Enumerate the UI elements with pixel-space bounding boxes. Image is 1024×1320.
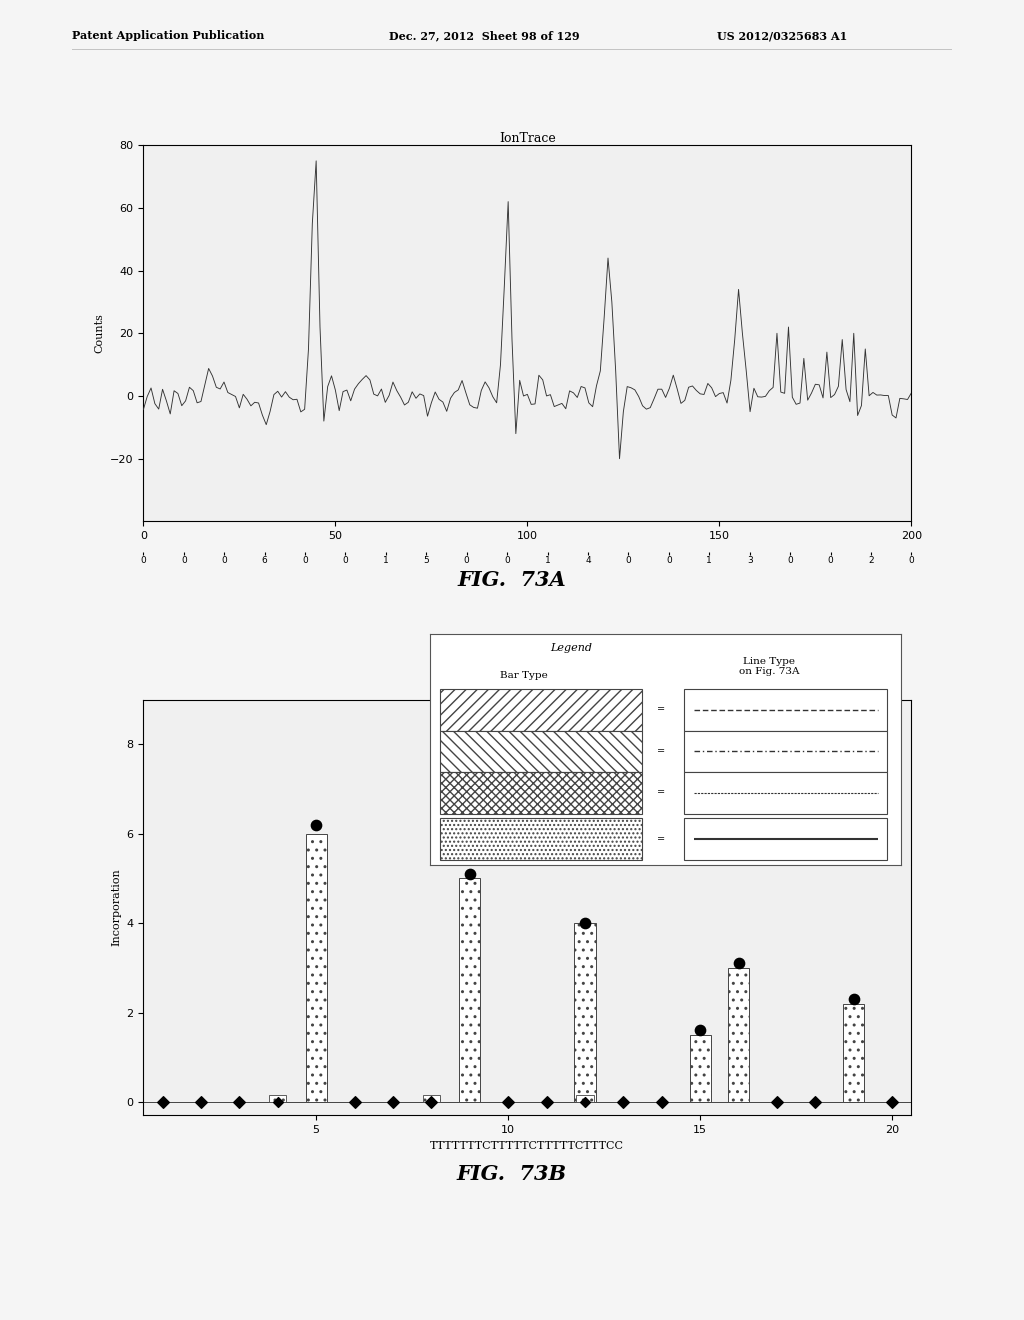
- Point: [577, 912, 593, 933]
- Point: [462, 863, 478, 884]
- Point: [269, 1092, 286, 1113]
- Y-axis label: Counts: Counts: [94, 313, 104, 354]
- FancyBboxPatch shape: [439, 731, 642, 772]
- Title: Ionogram: Ionogram: [497, 686, 558, 700]
- Point: [155, 1092, 171, 1113]
- Bar: [459, 878, 480, 1102]
- Point: [308, 814, 325, 836]
- Point: [193, 1092, 209, 1113]
- FancyBboxPatch shape: [684, 818, 887, 861]
- Text: FIG.  73B: FIG. 73B: [457, 1164, 567, 1184]
- FancyBboxPatch shape: [684, 689, 887, 731]
- Bar: [574, 923, 596, 1102]
- Point: [807, 1092, 823, 1113]
- Point: [423, 1092, 439, 1113]
- Point: [884, 1092, 900, 1113]
- Text: US 2012/0325683 A1: US 2012/0325683 A1: [717, 30, 847, 41]
- Point: [653, 1092, 670, 1113]
- Bar: [423, 1096, 440, 1102]
- Bar: [305, 834, 327, 1102]
- Text: Line Type
on Fig. 73A: Line Type on Fig. 73A: [739, 657, 800, 676]
- Point: [769, 1092, 785, 1113]
- Point: [385, 1092, 401, 1113]
- Text: =: =: [656, 834, 665, 843]
- Text: Legend: Legend: [550, 643, 593, 653]
- Bar: [269, 1096, 287, 1102]
- Text: FIG.  73A: FIG. 73A: [458, 570, 566, 590]
- Point: [615, 1092, 632, 1113]
- Point: [231, 1092, 248, 1113]
- Point: [577, 1092, 593, 1113]
- Text: =: =: [656, 747, 665, 756]
- Text: =: =: [656, 705, 665, 714]
- Bar: [728, 968, 750, 1102]
- Point: [539, 1092, 555, 1113]
- Bar: [843, 1003, 864, 1102]
- FancyBboxPatch shape: [684, 731, 887, 772]
- Bar: [577, 1096, 594, 1102]
- FancyBboxPatch shape: [439, 689, 642, 731]
- FancyBboxPatch shape: [439, 772, 642, 813]
- Point: [692, 1020, 709, 1041]
- Text: Patent Application Publication: Patent Application Publication: [72, 30, 264, 41]
- Point: [346, 1092, 362, 1113]
- Point: [846, 989, 862, 1010]
- Text: Bar Type: Bar Type: [501, 671, 548, 680]
- Point: [423, 1092, 439, 1113]
- Point: [730, 953, 746, 974]
- FancyBboxPatch shape: [439, 818, 642, 861]
- Title: IonTrace: IonTrace: [499, 132, 556, 145]
- FancyBboxPatch shape: [684, 772, 887, 813]
- X-axis label: TTTTTTTCTTTTTCTTTTTCTTTCC: TTTTTTTCTTTTTCTTTTTCTTTCC: [430, 1140, 625, 1151]
- Point: [500, 1092, 516, 1113]
- Bar: [689, 1035, 711, 1102]
- Y-axis label: Incorporation: Incorporation: [111, 869, 121, 946]
- Text: =: =: [656, 788, 665, 797]
- Text: Dec. 27, 2012  Sheet 98 of 129: Dec. 27, 2012 Sheet 98 of 129: [389, 30, 580, 41]
